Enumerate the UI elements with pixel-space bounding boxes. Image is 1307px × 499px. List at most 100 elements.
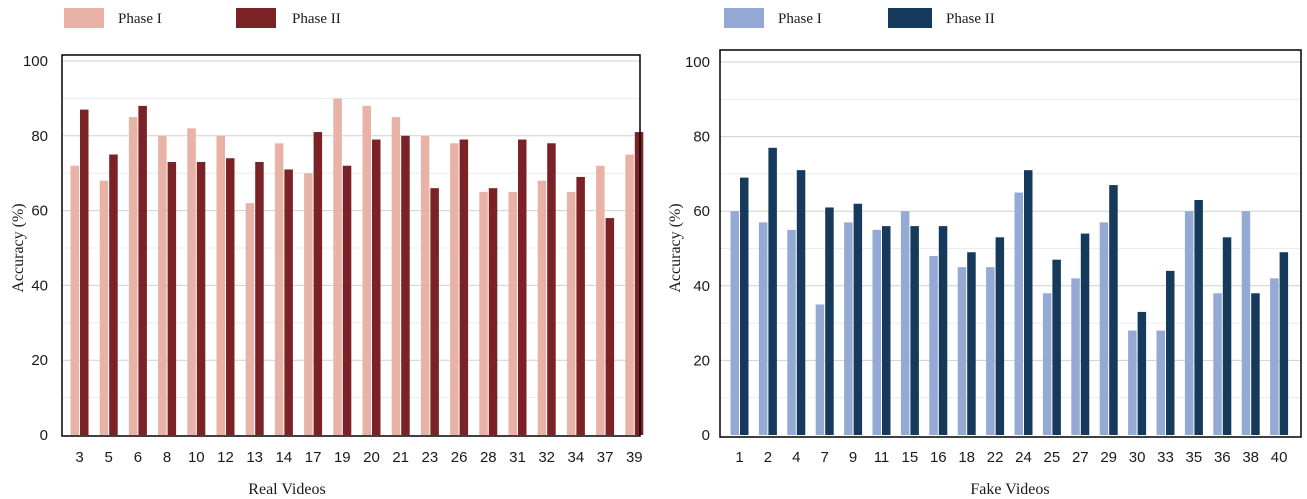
bar-phase-1 xyxy=(1042,293,1052,435)
plot-frame xyxy=(719,49,1302,438)
bar-phase-2 xyxy=(196,161,206,436)
bar-phase-2 xyxy=(430,188,439,435)
legend-label-phase-1: Phase I xyxy=(118,11,162,27)
real-videos-chart: Phase I Phase II 0 20 40 60 80 100 3 5 6 8 10 12 13… xyxy=(10,8,644,498)
y-tick-label: 100 xyxy=(685,54,710,71)
legend: Phase I Phase II xyxy=(724,8,995,28)
x-tick-label: 26 xyxy=(451,449,468,466)
x-tick-label: 19 xyxy=(334,449,351,466)
bar-phase-1 xyxy=(986,267,995,435)
bar-phase-1 xyxy=(1099,222,1109,435)
bar-phase-1 xyxy=(128,117,138,435)
bars xyxy=(70,98,644,436)
bar-phase-2 xyxy=(1109,185,1118,435)
bar-phase-2 xyxy=(1052,259,1061,435)
bar-phase-2 xyxy=(313,132,323,435)
x-tick-label: 35 xyxy=(1186,449,1203,466)
bar-phase-2 xyxy=(488,188,498,435)
bar-phase-2 xyxy=(80,109,89,436)
bar-phase-1 xyxy=(758,222,768,435)
bar-phase-1 xyxy=(362,105,371,435)
plot-frame xyxy=(61,54,641,437)
bar-phase-1 xyxy=(1071,278,1080,435)
bar-phase-2 xyxy=(1279,252,1289,435)
y-tick-label: 20 xyxy=(31,352,48,369)
x-tick-label: 8 xyxy=(163,449,171,466)
x-tick-label: 40 xyxy=(1271,449,1288,466)
x-tick-label: 10 xyxy=(188,449,205,466)
bar-phase-2 xyxy=(401,135,410,436)
x-tick-label: 24 xyxy=(1015,449,1032,466)
legend-swatch-phase-1 xyxy=(64,8,104,28)
bar-phase-1 xyxy=(245,203,255,435)
bar-phase-2 xyxy=(853,203,863,435)
y-axis-title: Accuracy (%) xyxy=(10,203,27,292)
x-tick-label: 27 xyxy=(1072,449,1089,466)
legend-swatch-phase-2 xyxy=(236,8,276,28)
bar-phase-2 xyxy=(576,176,585,435)
bar-phase-2 xyxy=(226,158,235,436)
x-tick-label: 33 xyxy=(1157,449,1174,466)
bar-phase-1 xyxy=(815,304,825,435)
bar-phase-1 xyxy=(70,165,79,435)
x-tick-label: 17 xyxy=(305,449,322,466)
x-tick-label: 28 xyxy=(480,449,497,466)
bar-phase-1 xyxy=(1014,192,1023,435)
bar-phase-2 xyxy=(1194,200,1203,435)
legend-swatch-phase-1 xyxy=(724,8,764,28)
x-tick-label: 18 xyxy=(958,449,975,466)
x-tick-label: 7 xyxy=(821,449,829,466)
bar-phase-2 xyxy=(825,207,834,435)
bar-phase-2 xyxy=(634,132,644,435)
bar-phase-1 xyxy=(1184,211,1194,435)
bar-phase-2 xyxy=(372,139,381,436)
x-tick-label: 25 xyxy=(1044,449,1061,466)
bar-phase-2 xyxy=(547,143,556,435)
y-tick-label: 40 xyxy=(31,277,48,294)
bar-phase-1 xyxy=(730,211,739,435)
bar-phase-2 xyxy=(518,139,527,436)
x-tick-label: 1 xyxy=(735,449,743,466)
bar-phase-1 xyxy=(929,255,938,435)
bar-phase-2 xyxy=(910,226,919,435)
bar-phase-2 xyxy=(796,170,806,436)
bar-phase-1 xyxy=(391,117,401,435)
x-tick-label: 29 xyxy=(1100,449,1117,466)
bar-phase-1 xyxy=(1241,211,1251,435)
bar-phase-1 xyxy=(158,135,167,436)
x-tick-label: 2 xyxy=(764,449,772,466)
y-tick-label: 20 xyxy=(693,352,710,369)
x-tick-label: 15 xyxy=(902,449,919,466)
legend-label-phase-2: Phase II xyxy=(946,11,995,27)
y-tick-label: 60 xyxy=(31,203,48,220)
bar-phase-2 xyxy=(740,177,749,435)
y-tick-labels: 0 20 40 60 80 100 xyxy=(23,53,48,444)
bar-phase-2 xyxy=(1251,293,1260,435)
y-tick-label: 0 xyxy=(702,427,710,444)
y-tick-label: 40 xyxy=(693,278,710,295)
x-tick-label: 13 xyxy=(246,449,263,466)
bar-phase-2 xyxy=(938,226,948,435)
bar-phase-1 xyxy=(566,191,576,435)
bar-phase-1 xyxy=(872,229,881,435)
y-tick-labels: 0 20 40 60 80 100 xyxy=(685,54,710,444)
x-tick-label: 16 xyxy=(930,449,947,466)
x-tick-label: 14 xyxy=(276,449,293,466)
bar-phase-1 xyxy=(1128,330,1137,435)
bar-phase-2 xyxy=(284,169,293,435)
bar-phase-1 xyxy=(844,222,853,435)
y-axis-title: Accuracy (%) xyxy=(667,203,684,292)
bar-phase-2 xyxy=(1137,311,1147,435)
bar-phase-1 xyxy=(99,180,109,435)
bar-phase-2 xyxy=(1222,237,1232,435)
bar-phase-2 xyxy=(882,226,891,435)
x-tick-label: 23 xyxy=(422,449,439,466)
bars xyxy=(730,147,1289,436)
bar-phase-2 xyxy=(167,161,177,436)
x-tick-label: 39 xyxy=(626,449,643,466)
bar-phase-1 xyxy=(1270,278,1279,435)
bar-phase-2 xyxy=(138,105,147,435)
bar-phase-2 xyxy=(459,139,469,436)
bar-phase-1 xyxy=(420,135,430,436)
